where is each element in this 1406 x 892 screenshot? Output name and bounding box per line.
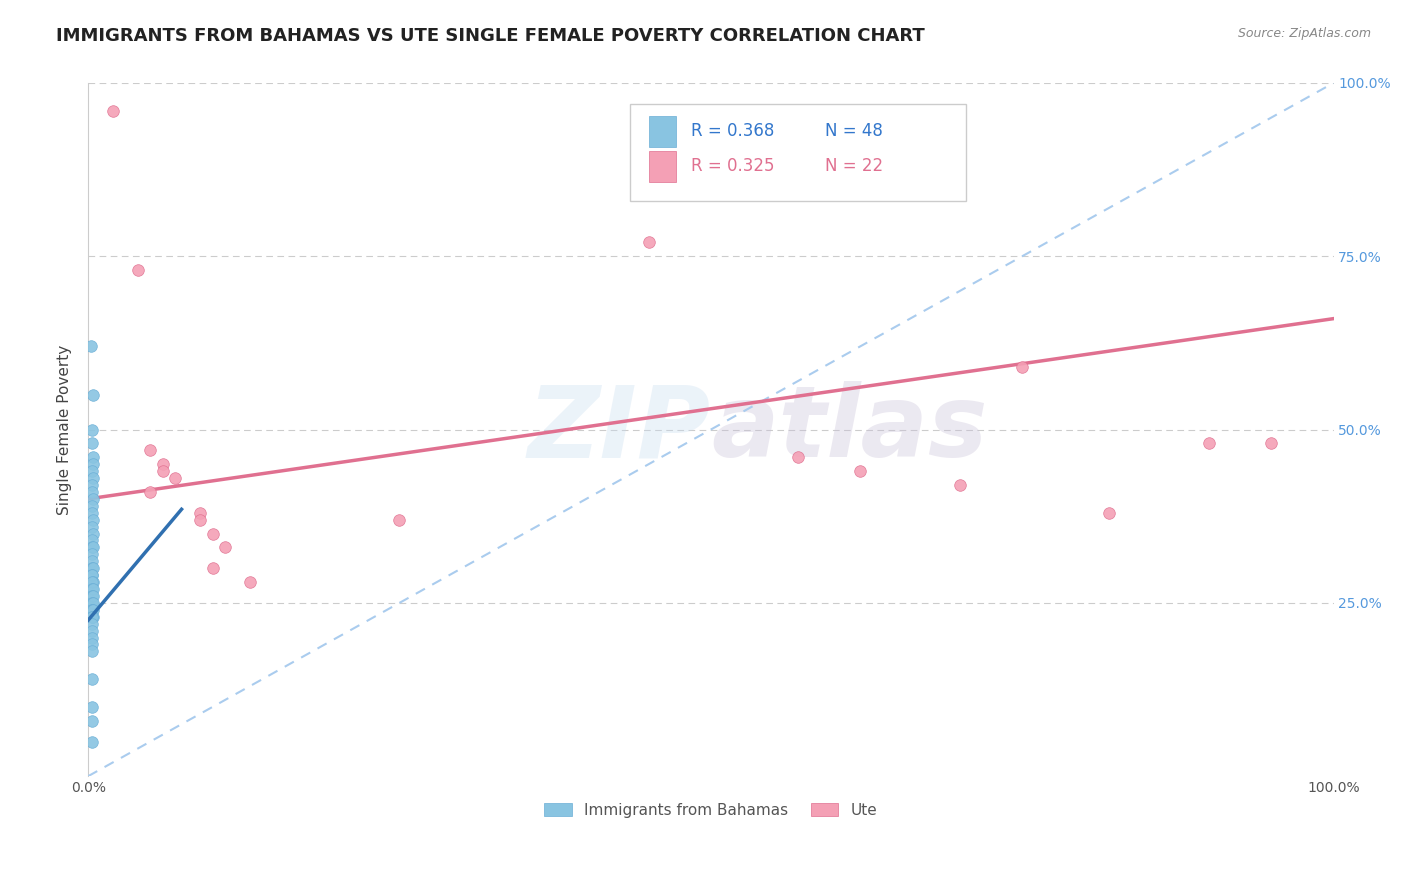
Point — [188, 506, 211, 520]
Point — [80, 616, 103, 631]
Point — [80, 603, 103, 617]
Point — [82, 589, 104, 603]
Point — [82, 526, 104, 541]
Bar — [648, 116, 676, 147]
Point — [80, 464, 103, 478]
Point — [1260, 436, 1282, 450]
Point — [82, 471, 104, 485]
Point — [82, 457, 104, 471]
Point — [80, 554, 103, 568]
Point — [152, 464, 174, 478]
Y-axis label: Single Female Poverty: Single Female Poverty — [58, 344, 72, 515]
Point — [80, 478, 103, 492]
Point — [139, 443, 162, 458]
Point — [165, 471, 187, 485]
Point — [80, 589, 103, 603]
Point — [1198, 436, 1220, 450]
Point — [849, 464, 872, 478]
Point — [80, 533, 103, 548]
Point — [388, 513, 411, 527]
Point — [1011, 360, 1033, 375]
Point — [80, 423, 103, 437]
Point — [80, 596, 103, 610]
Point — [80, 568, 103, 582]
Point — [82, 388, 104, 402]
Text: R = 0.368: R = 0.368 — [690, 122, 775, 140]
Point — [82, 513, 104, 527]
Point — [80, 644, 103, 658]
Point — [82, 541, 104, 555]
Point — [239, 575, 262, 590]
Point — [80, 561, 103, 575]
Point — [101, 103, 124, 118]
Bar — [630, 103, 966, 201]
Text: ZIP: ZIP — [527, 381, 711, 478]
Point — [80, 547, 103, 561]
Point — [80, 485, 103, 500]
Text: N = 48: N = 48 — [825, 122, 883, 140]
Point — [79, 339, 101, 353]
Point — [188, 513, 211, 527]
Point — [787, 450, 810, 465]
Text: R = 0.325: R = 0.325 — [690, 157, 775, 175]
Text: atlas: atlas — [711, 381, 987, 478]
Point — [80, 699, 103, 714]
Point — [82, 450, 104, 465]
Point — [637, 235, 659, 250]
Point — [80, 541, 103, 555]
Point — [80, 637, 103, 651]
Point — [80, 714, 103, 728]
Point — [201, 526, 224, 541]
Point — [80, 734, 103, 748]
Point — [80, 519, 103, 533]
Bar — [648, 151, 676, 182]
Text: N = 22: N = 22 — [825, 157, 883, 175]
Point — [82, 609, 104, 624]
Point — [139, 485, 162, 500]
Point — [82, 575, 104, 590]
Point — [82, 603, 104, 617]
Point — [80, 575, 103, 590]
Point — [82, 491, 104, 506]
Point — [80, 603, 103, 617]
Point — [80, 436, 103, 450]
Point — [82, 596, 104, 610]
Point — [80, 624, 103, 638]
Point — [127, 263, 149, 277]
Point — [214, 541, 236, 555]
Legend: Immigrants from Bahamas, Ute: Immigrants from Bahamas, Ute — [538, 797, 883, 824]
Point — [949, 478, 972, 492]
Point — [1098, 506, 1121, 520]
Text: IMMIGRANTS FROM BAHAMAS VS UTE SINGLE FEMALE POVERTY CORRELATION CHART: IMMIGRANTS FROM BAHAMAS VS UTE SINGLE FE… — [56, 27, 925, 45]
Text: Source: ZipAtlas.com: Source: ZipAtlas.com — [1237, 27, 1371, 40]
Point — [80, 631, 103, 645]
Point — [201, 561, 224, 575]
Point — [82, 561, 104, 575]
Point — [80, 506, 103, 520]
Point — [80, 672, 103, 686]
Point — [82, 582, 104, 596]
Point — [80, 609, 103, 624]
Point — [152, 457, 174, 471]
Point — [80, 499, 103, 513]
Point — [80, 609, 103, 624]
Point — [80, 582, 103, 596]
Point — [80, 568, 103, 582]
